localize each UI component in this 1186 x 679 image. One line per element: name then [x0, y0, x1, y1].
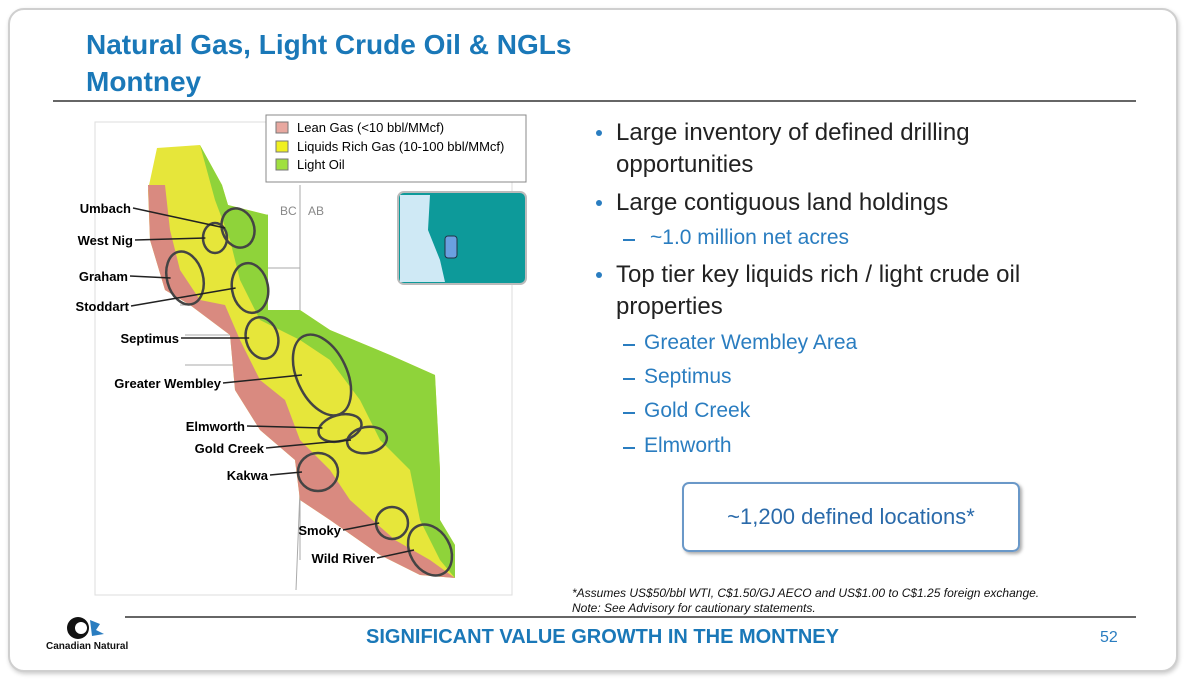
bullet-marker: [596, 272, 602, 278]
bullet-marker: [596, 130, 602, 136]
legend-swatch: [275, 158, 289, 171]
logo-text: Canadian Natural: [46, 641, 129, 652]
area-outline: [230, 261, 270, 315]
sub-bullet-text: Elmworth: [644, 434, 732, 457]
footer: SIGNIFICANT VALUE GROWTH IN THE MONTNEY: [366, 626, 839, 648]
footnote: Note: See Advisory for cautionary statem…: [572, 601, 816, 615]
leader-line: [246, 425, 323, 429]
area-outline: [406, 523, 454, 577]
sub-bullet-text: Gold Creek: [644, 399, 751, 422]
bullet-marker: [596, 200, 602, 206]
area-outline: [345, 425, 389, 455]
footnote: *Assumes US$50/bbl WTI, C$1.50/GJ AECO a…: [572, 586, 1040, 600]
sub-bullet-text: Septimus: [644, 365, 732, 388]
area-outline: [165, 250, 205, 306]
leader-line: [222, 374, 303, 384]
legend-label: Lean Gas (<10 bbl/MMcf): [297, 120, 444, 135]
legend-label: Light Oil: [297, 157, 345, 172]
map: Umbach West Nig Graham Stoddart Septimus Grea…: [76, 114, 527, 596]
map-zone: [148, 185, 455, 578]
area-label: Gold Creek: [195, 441, 265, 456]
sub-bullet-marker: [623, 378, 635, 380]
legend: [265, 114, 527, 183]
area-label: Septimus: [120, 331, 179, 346]
title: Montney: [86, 66, 202, 97]
bullet-text: Large inventory of defined drilling oppo…: [616, 119, 970, 178]
bullet-text: Top tier key liquids rich / light crude …: [616, 261, 1021, 320]
area-label: Smoky: [298, 523, 341, 538]
bullet-text: Large contiguous land holdings: [616, 189, 949, 216]
area-label: Graham: [79, 269, 128, 284]
leader-line: [265, 439, 352, 449]
area-label: Stoddart: [76, 299, 130, 314]
sub-bullet-marker: [623, 447, 635, 449]
area-label: Wild River: [312, 551, 375, 566]
leader-line: [376, 549, 415, 559]
map-zone: [148, 145, 455, 578]
leader-line: [130, 287, 236, 307]
logo-mark: [67, 617, 104, 639]
leader-line: [342, 522, 380, 531]
area-label: Greater Wembley: [114, 376, 221, 391]
legend-label: Liquids Rich Gas (10-100 bbl/MMcf): [297, 139, 504, 154]
leader-line: [134, 237, 206, 241]
title: Natural Gas, Light Crude Oil & NGLs: [86, 29, 572, 60]
leader-line: [132, 207, 226, 229]
province-label: BC: [280, 204, 297, 218]
rule: [53, 100, 1136, 102]
sub-bullet-text: Greater Wembley Area: [644, 331, 858, 354]
sub-bullet-text: ~1.0 million net acres: [650, 226, 850, 249]
sub-bullet-marker: [623, 412, 635, 414]
leader-line: [269, 471, 303, 476]
inset-map: [397, 191, 527, 285]
area-outline: [220, 207, 256, 249]
page-number: 52: [1100, 629, 1118, 646]
leader-line: [129, 275, 171, 279]
area-label: Kakwa: [227, 468, 269, 483]
sub-bullet-marker: [623, 239, 635, 241]
callout: ~1,200 defined locations*: [682, 482, 1020, 552]
province-label: AB: [308, 204, 324, 218]
rule: [125, 616, 1136, 618]
legend-swatch: [275, 121, 289, 134]
map-zone: [200, 145, 455, 578]
legend-swatch: [275, 140, 289, 153]
area-label: Umbach: [80, 201, 131, 216]
area-outline: [244, 316, 280, 360]
sub-bullet-marker: [623, 344, 635, 346]
area-label: West Nig: [78, 233, 133, 248]
area-label: Elmworth: [186, 419, 245, 434]
